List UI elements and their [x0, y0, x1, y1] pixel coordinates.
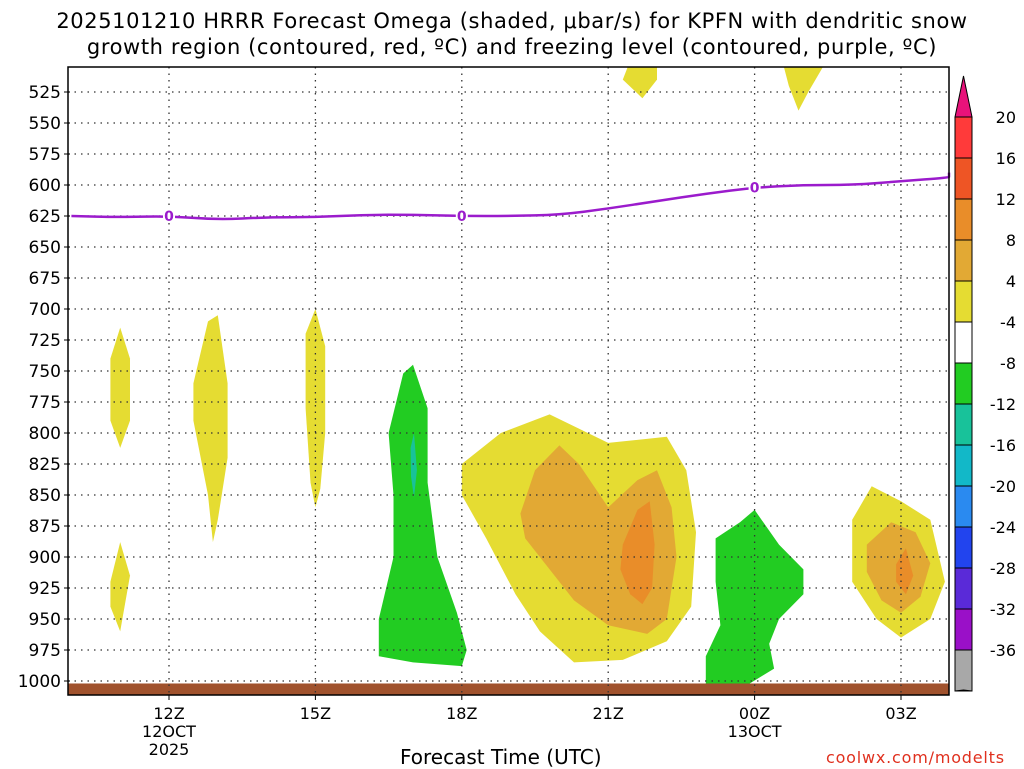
y-tick-label: 625 [29, 207, 61, 227]
y-tick-label: 800 [29, 424, 61, 444]
colorbar-label: 12 [996, 190, 1016, 209]
colorbar-top-arrow [954, 75, 973, 118]
y-tick-label: 925 [29, 579, 61, 599]
colorbar-label: -12 [990, 395, 1016, 414]
colorbar-swatch-6 [954, 362, 973, 405]
x-tick-label: 12Z [153, 704, 184, 723]
colorbar-swatch-11 [954, 567, 973, 610]
omega-shading [110, 67, 945, 685]
plot-frame [67, 66, 950, 696]
y-tick-label: 575 [29, 145, 61, 165]
x-tick-date: 12OCT [142, 722, 196, 741]
omega-region-10 [620, 501, 655, 605]
x-tick-label: 15Z [300, 704, 331, 723]
freezing-level-label: 0 [164, 209, 174, 225]
y-tick-label: 825 [29, 455, 61, 475]
y-tick-label: 875 [29, 517, 61, 537]
x-tick-label: 03Z [885, 704, 916, 723]
omega-region-7 [410, 433, 417, 498]
colorbar-label: -20 [990, 477, 1016, 496]
colorbar-bottom-arrow [954, 689, 973, 692]
omega-region-1 [110, 542, 130, 632]
y-tick-label: 675 [29, 269, 61, 289]
y-tick-label: 525 [29, 83, 61, 103]
x-tick-date: 13OCT [728, 722, 782, 741]
colorbar-label: 16 [996, 149, 1016, 168]
freezing-level-label: 0 [750, 180, 760, 196]
colorbar-swatch-1 [954, 157, 973, 200]
freezing-level-label: 0 [457, 209, 467, 225]
y-tick-label: 650 [29, 238, 61, 258]
y-tick-label: 900 [29, 548, 61, 568]
colorbar-label: -36 [990, 641, 1016, 660]
gridlines [68, 67, 949, 695]
colorbar-swatch-12 [954, 608, 973, 651]
colorbar-swatch-4 [954, 280, 973, 323]
y-tick-label: 700 [29, 300, 61, 320]
omega-region-3 [305, 309, 326, 508]
omega-region-5 [783, 67, 823, 111]
colorbar-swatch-2 [954, 198, 973, 241]
y-tick-label: 600 [29, 176, 61, 196]
chart-title: 2025101210 HRRR Forecast Omega (shaded, … [0, 8, 1024, 60]
colorbar: 20 16 12 8 4 -4 -8 -12 -16 -20 -24 -28 -32 -36 [954, 75, 1016, 692]
colorbar-label: 20 [996, 108, 1016, 127]
omega-region-11 [705, 509, 804, 685]
colorbar-label: -8 [1000, 354, 1016, 373]
freezing-label-bg [748, 179, 761, 195]
y-tick-label: 950 [29, 610, 61, 630]
colorbar-swatch-5 [954, 321, 973, 364]
title-line-1: 2025101210 HRRR Forecast Omega (shaded, … [56, 9, 968, 33]
omega-region-2 [193, 315, 228, 543]
x-tick-label: 18Z [446, 704, 477, 723]
omega-region-0 [110, 327, 130, 448]
freezing-level: 0 0 0 [71, 172, 951, 225]
x-tick-year: 2025 [149, 740, 190, 759]
omega-region-14 [896, 548, 914, 595]
freezing-label-bg [455, 208, 468, 223]
y-tick-label: 550 [29, 114, 61, 134]
x-axis-label: Forecast Time (UTC) [400, 745, 602, 769]
y-tick-label: 850 [29, 486, 61, 506]
colorbar-label: -16 [990, 436, 1016, 455]
freezing-label-bg [163, 208, 175, 223]
terrain-bar [68, 683, 949, 695]
freezing-level-line [71, 172, 951, 221]
colorbar-swatch-9 [954, 485, 973, 528]
colorbar-swatch-8 [954, 444, 973, 487]
colorbar-swatch-7 [954, 403, 973, 446]
colorbar-swatch-10 [954, 526, 973, 569]
colorbar-swatch-13 [954, 649, 973, 692]
y-tick-label: 725 [29, 331, 61, 351]
omega-region-4 [622, 67, 657, 99]
colorbar-label: 8 [1006, 231, 1016, 250]
y-tick-label: 750 [29, 362, 61, 382]
y-tick-label: 975 [29, 641, 61, 661]
credit-text: coolwx.com/modelts [826, 748, 1005, 767]
omega-region-6 [378, 364, 467, 667]
x-tick-label: 00Z [739, 704, 770, 723]
colorbar-label: 4 [1006, 272, 1016, 291]
y-tick-label: 1000 [18, 672, 61, 692]
y-tick-label: 775 [29, 393, 61, 413]
y-axis: 525 550 575 600 625 650 675 700 725 750 775 800 825 8… [18, 83, 70, 692]
colorbar-swatch-3 [954, 239, 973, 282]
terrain-strip [68, 683, 949, 695]
x-tick-label: 21Z [593, 704, 624, 723]
colorbar-label: -4 [1000, 313, 1016, 332]
colorbar-label: -28 [990, 559, 1016, 578]
title-line-2: growth region (contoured, red, ºC) and f… [86, 35, 938, 59]
colorbar-label: -24 [990, 518, 1016, 537]
colorbar-label: -32 [990, 600, 1016, 619]
colorbar-swatch-0 [954, 116, 973, 159]
